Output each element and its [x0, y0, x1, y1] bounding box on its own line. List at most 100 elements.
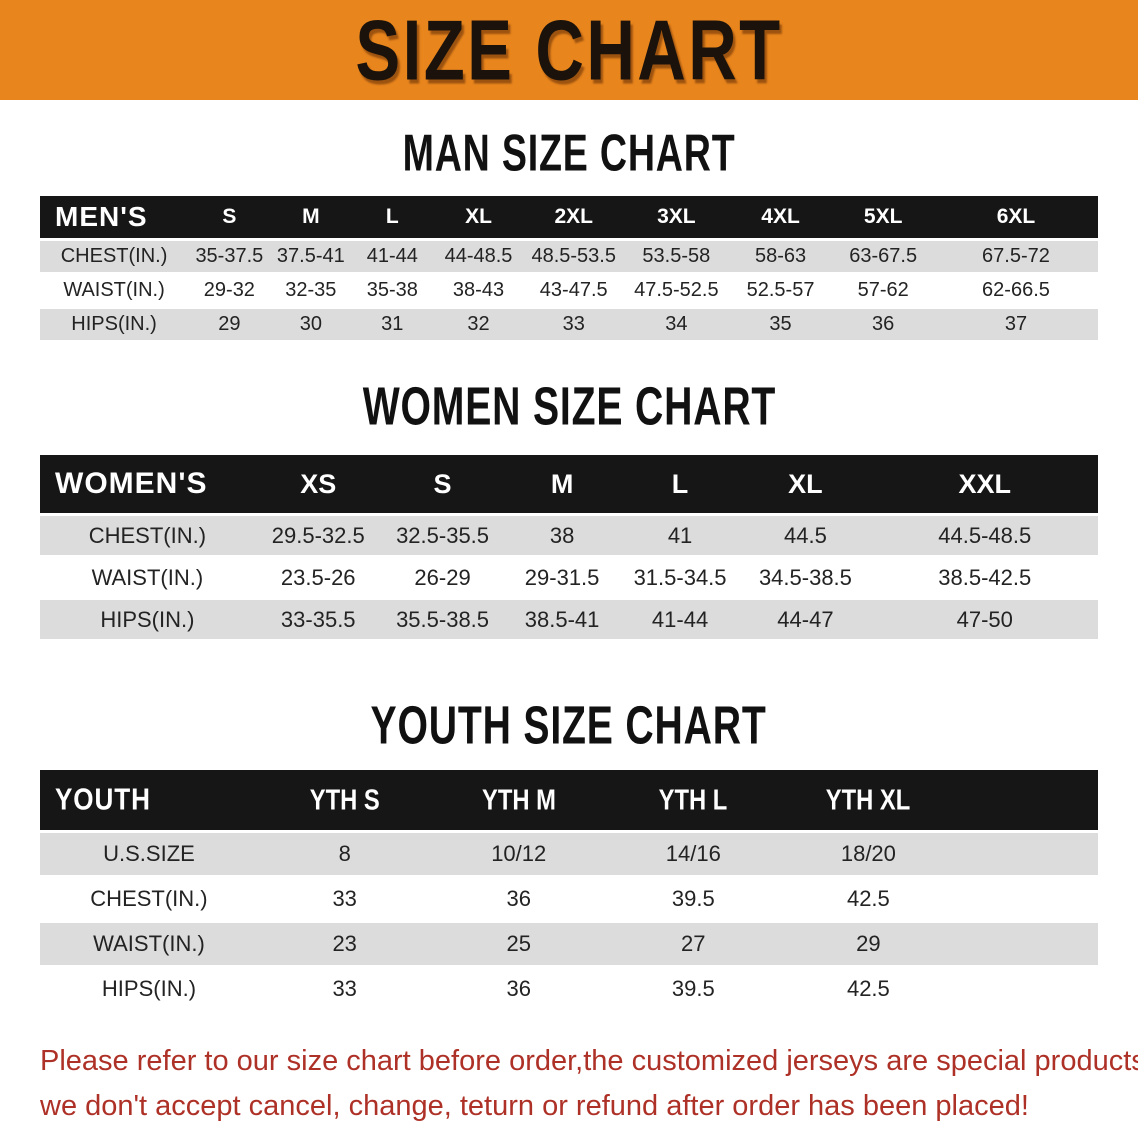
size-value: 25	[431, 923, 606, 968]
row-label-text: WAIST(IN.)	[91, 564, 204, 590]
column-header: 6XL	[933, 196, 1098, 241]
size-value-text: 30	[299, 313, 322, 335]
row-label-text: HIPS(IN.)	[100, 606, 195, 632]
size-value-text: 47.5-52.5	[634, 279, 719, 301]
column-header: L	[620, 455, 740, 516]
footer-note: Please refer to our size chart before or…	[40, 1039, 1138, 1129]
size-value: 53.5-58	[623, 241, 729, 275]
size-value: 39.5	[606, 968, 781, 1013]
size-value: 62-66.5	[933, 275, 1098, 309]
row-label-text: CHEST(IN.)	[60, 245, 168, 267]
size-value: 8	[257, 833, 432, 878]
section-women: WOMEN SIZE CHART WOMEN'S XS S M L XL XXL CHEST(…	[0, 377, 1138, 642]
youth-size-table-container: YOUTH YTH S YTH M YTH L YTH XL U.S.SIZE 8 10/12…	[40, 770, 1098, 1013]
size-value-text: 52.5-57	[746, 279, 815, 301]
row-label: WAIST(IN.)	[40, 923, 258, 968]
size-value: 58-63	[728, 241, 833, 275]
table-title-cell-text: MEN'S	[55, 201, 148, 232]
size-value: 36	[431, 968, 606, 1013]
row-label: WAIST(IN.)	[40, 275, 189, 309]
size-value: 48.5-53.5	[523, 241, 624, 275]
size-value: 29	[780, 923, 957, 968]
size-value-text: 39.5	[671, 976, 715, 1001]
size-value-text: 18/20	[840, 841, 896, 866]
men-section-heading: MAN SIZE CHART	[0, 123, 1138, 182]
filler-cell	[956, 833, 1098, 878]
column-header: YTH M	[431, 770, 606, 833]
size-value-text: 34	[665, 313, 688, 335]
size-value: 37.5-41	[270, 241, 352, 275]
size-value: 29	[188, 309, 271, 343]
column-header: M	[503, 455, 621, 516]
size-value-text: 8	[338, 841, 351, 866]
table-row: CHEST(IN.) 33 36 39.5 42.5	[40, 878, 1098, 923]
size-value-text: 35.5-38.5	[396, 606, 490, 632]
size-value: 39.5	[606, 878, 781, 923]
row-label: CHEST(IN.)	[40, 878, 258, 923]
men-section-heading-text: MAN SIZE CHART	[402, 123, 736, 182]
size-value: 10/12	[431, 833, 606, 878]
size-value-text: 23.5-26	[280, 564, 356, 590]
size-value-text: 35	[769, 313, 792, 335]
row-label: U.S.SIZE	[40, 833, 258, 878]
size-value: 47-50	[871, 600, 1098, 642]
size-value-text: 33	[562, 313, 585, 335]
size-value: 38	[503, 516, 621, 558]
table-header-row: YOUTH YTH S YTH M YTH L YTH XL	[40, 770, 1098, 833]
women-size-table-container: WOMEN'S XS S M L XL XXL CHEST(IN.) 29.5-32.5 32.5…	[40, 455, 1098, 642]
size-value: 67.5-72	[933, 241, 1098, 275]
size-value-text: 42.5	[846, 976, 890, 1001]
size-value-text: 33	[332, 976, 357, 1001]
size-value: 23	[257, 923, 432, 968]
row-label: WAIST(IN.)	[40, 558, 255, 600]
size-value-text: 29-31.5	[524, 564, 600, 590]
size-value-text: 36	[506, 976, 531, 1001]
row-label-text: HIPS(IN.)	[71, 313, 157, 335]
column-header-text: YTH L	[658, 783, 728, 816]
size-value: 36	[431, 878, 606, 923]
size-value-text: 42.5	[846, 886, 890, 911]
women-section-heading: WOMEN SIZE CHART	[0, 377, 1138, 437]
size-value-text: 37.5-41	[276, 245, 345, 267]
column-header-text: XL	[465, 205, 492, 228]
size-value-text: 14/16	[665, 841, 721, 866]
size-value-text: 38-43	[452, 279, 505, 301]
size-value: 41-44	[620, 600, 740, 642]
size-value-text: 41	[667, 522, 693, 548]
column-header-text: M	[550, 468, 574, 499]
size-value-text: 58-63	[754, 245, 807, 267]
table-row: WAIST(IN.) 23.5-26 26-29 29-31.5 31.5-34.5 34…	[40, 558, 1098, 600]
column-header: 2XL	[523, 196, 624, 241]
size-value-text: 44-47	[777, 606, 834, 632]
size-table: MEN'S S M L XL 2XL 3XL 4XL 5XL 6XL CHEST(IN.) 35-37…	[40, 196, 1098, 343]
table-row: U.S.SIZE 8 10/12 14/16 18/20	[40, 833, 1098, 878]
size-value-text: 31.5-34.5	[633, 564, 727, 590]
size-value: 29-31.5	[503, 558, 621, 600]
column-header: S	[381, 455, 504, 516]
size-value: 29-32	[188, 275, 271, 309]
column-header-text: 3XL	[657, 205, 696, 228]
column-header-text: XXL	[958, 468, 1012, 499]
size-value-text: 34.5-38.5	[758, 564, 852, 590]
row-label: HIPS(IN.)	[40, 600, 255, 642]
banner: SIZE CHART	[0, 0, 1138, 100]
size-value-text: 44.5-48.5	[938, 522, 1032, 548]
size-value-text: 63-67.5	[849, 245, 918, 267]
size-value: 57-62	[832, 275, 934, 309]
size-value: 34	[623, 309, 729, 343]
size-value-text: 47-50	[956, 606, 1013, 632]
size-value: 42.5	[780, 878, 957, 923]
size-value-text: 41-44	[366, 245, 418, 267]
filler-cell	[956, 968, 1098, 1013]
women-section-heading-text: WOMEN SIZE CHART	[362, 377, 776, 437]
size-value-text: 31	[381, 313, 404, 335]
size-value-text: 35-38	[366, 279, 418, 301]
column-header-text: S	[433, 468, 452, 499]
size-value-text: 37	[1004, 313, 1028, 335]
table-row: CHEST(IN.) 29.5-32.5 32.5-35.5 38 41 44.5 44.5…	[40, 516, 1098, 558]
column-header: S	[188, 196, 271, 241]
column-header-text: YTH XL	[826, 783, 911, 816]
table-row: CHEST(IN.) 35-37.5 37.5-41 41-44 44-48.5 48.5…	[40, 241, 1098, 275]
size-value-text: 32-35	[285, 279, 337, 301]
row-label-text: CHEST(IN.)	[88, 522, 207, 548]
